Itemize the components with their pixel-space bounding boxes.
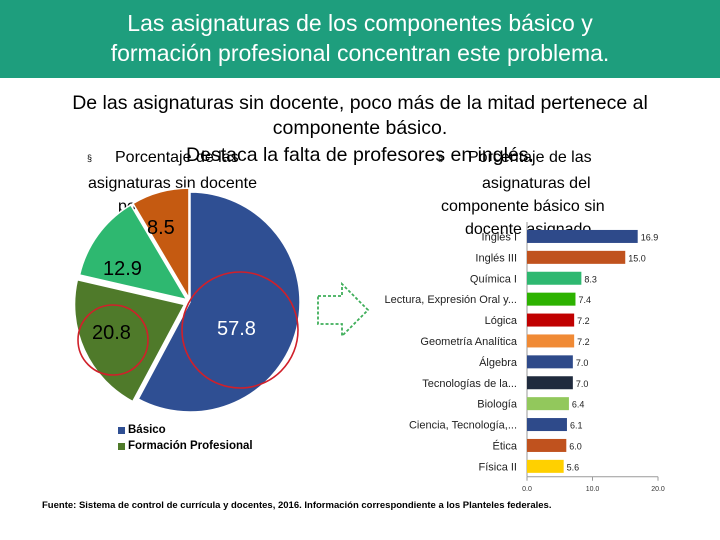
- bar-category-label-0: Inglés I: [482, 231, 517, 243]
- right-title-line-3: componente básico sin: [441, 198, 605, 215]
- bar-value-label-0: 16.9: [641, 232, 659, 242]
- left-bullet-icon: §: [87, 153, 93, 163]
- bar-category-label-8: Biología: [477, 399, 518, 411]
- bar-category-label-1: Inglés III: [475, 252, 517, 264]
- title-line-2: formación profesional concentran este pr…: [110, 40, 610, 66]
- x-tick-label-0: 0.0: [522, 486, 532, 493]
- x-tick-label-2: 20.0: [651, 486, 665, 493]
- highlight-circle-basico: [181, 271, 299, 389]
- bar-11: [527, 459, 564, 473]
- arrow-right-icon: [317, 281, 370, 339]
- bar-6: [527, 355, 573, 369]
- legend-formacion: Formación Profesional: [118, 440, 253, 452]
- pie-slice-1: [73, 278, 186, 403]
- legend-label-basico: Básico: [128, 424, 166, 436]
- bar-value-label-3: 7.4: [578, 295, 591, 305]
- pie-slice-2: [78, 203, 189, 301]
- title-line-1: Las asignaturas de los componentes básic…: [127, 10, 593, 36]
- subtitle-line-3: Destaca la falta de profesores en inglés…: [186, 144, 534, 166]
- bar-1: [527, 250, 626, 264]
- bar-category-label-2: Química I: [470, 273, 517, 285]
- bar-2: [527, 271, 582, 285]
- highlight-circle-formacion: [77, 304, 149, 376]
- bar-value-label-2: 8.3: [584, 274, 597, 284]
- bar-category-label-3: Lectura, Expresión Oral y...: [385, 294, 517, 306]
- bar-7: [527, 376, 573, 390]
- right-title-line-1: Porcentaje de las: [468, 149, 592, 166]
- subtitle-line-2: componente básico.: [272, 117, 448, 139]
- bar-category-label-6: Álgebra: [479, 356, 518, 369]
- left-title-line-1: Porcentaje de las: [115, 149, 239, 166]
- bar-value-label-9: 6.1: [570, 421, 583, 431]
- legend-swatch-basico: [118, 426, 125, 434]
- bar-10: [527, 438, 567, 452]
- bar-category-label-10: Ética: [493, 439, 518, 452]
- bar-category-label-5: Geometría Analítica: [420, 336, 517, 348]
- legend-label-formacion: Formación Profesional: [128, 440, 253, 452]
- pie-slice-3: [131, 187, 190, 301]
- bar-8: [527, 397, 569, 411]
- bar-value-label-4: 7.2: [577, 316, 590, 326]
- bar-value-label-11: 5.6: [567, 462, 580, 472]
- pie-slice-0: [137, 191, 301, 413]
- legend-basico: Básico: [118, 424, 166, 436]
- pie-label-orange: 8.5: [147, 217, 175, 239]
- bar-value-label-5: 7.2: [577, 337, 590, 347]
- bar-0: [527, 229, 638, 243]
- bar-category-label-11: Física II: [478, 461, 517, 473]
- source-footnote: Fuente: Sistema de control de currícula …: [42, 500, 552, 511]
- bar-9: [527, 418, 567, 432]
- left-title-line-2: asignaturas sin docente: [88, 175, 257, 192]
- bar-value-label-6: 7.0: [576, 358, 589, 368]
- bar-value-label-1: 15.0: [628, 253, 646, 263]
- bar-value-label-7: 7.0: [576, 379, 589, 389]
- title-banner: Las asignaturas de los componentes básic…: [0, 0, 720, 78]
- legend-swatch-formacion: [118, 442, 125, 450]
- right-bullet-icon: §: [438, 153, 444, 163]
- bar-category-label-9: Ciencia, Tecnología,...: [409, 420, 517, 432]
- bar-5: [527, 334, 575, 348]
- pie-label-green: 12.9: [103, 258, 142, 280]
- bar-category-label-4: Lógica: [485, 315, 518, 327]
- x-tick-label-1: 10.0: [586, 486, 600, 493]
- bar-value-label-10: 6.0: [569, 441, 582, 451]
- pie-label-formacion: 20.8: [92, 322, 131, 344]
- bar-4: [527, 313, 575, 327]
- bar-3: [527, 292, 576, 306]
- right-title-line-2: asignaturas del: [482, 175, 591, 192]
- subtitle-line-1: De las asignaturas sin docente, poco más…: [72, 92, 648, 114]
- bar-value-label-8: 6.4: [572, 400, 585, 410]
- bar-category-label-7: Tecnologías de la...: [422, 378, 517, 390]
- pie-label-basico: 57.8: [217, 318, 256, 340]
